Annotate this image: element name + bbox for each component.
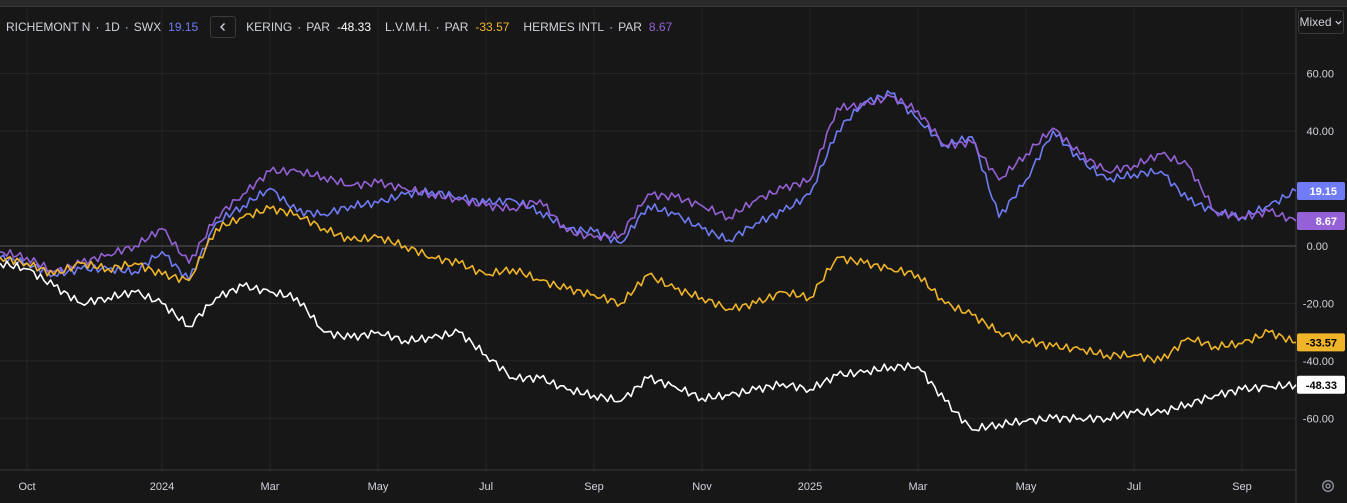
legend-compare-value: 8.67 bbox=[648, 20, 673, 34]
legend-main-interval: 1D bbox=[104, 20, 120, 34]
series-line-hermes-intl bbox=[0, 93, 1297, 274]
last-value-badge-text: -48.33 bbox=[1306, 380, 1337, 392]
zero-label: 0.00 bbox=[1307, 241, 1328, 253]
x-tick-label: Nov bbox=[692, 481, 712, 493]
last-value-badge: -48.33 bbox=[1297, 375, 1345, 394]
scale-mode-dropdown[interactable]: Mixed bbox=[1298, 10, 1344, 34]
x-tick-label: 2025 bbox=[798, 481, 822, 493]
x-tick-label: Jul bbox=[479, 481, 493, 493]
legend-main-name[interactable]: RICHEMONT N bbox=[6, 20, 91, 34]
legend-compare-sep: · bbox=[435, 20, 440, 34]
top-toolbar-edge bbox=[0, 0, 1347, 7]
x-tick-label: Mar bbox=[909, 481, 928, 493]
legend-compare-name[interactable]: HERMES INTL bbox=[523, 20, 605, 34]
last-value-badge-bg bbox=[1297, 212, 1345, 231]
last-value-badge-text: 19.15 bbox=[1309, 186, 1337, 198]
legend-compare-exchange: PAR bbox=[306, 20, 330, 34]
legend-compare-name[interactable]: L.V.M.H. bbox=[385, 20, 431, 34]
legend-compare-sep: · bbox=[609, 20, 614, 34]
x-tick-label: Sep bbox=[584, 481, 604, 493]
y-tick-label: -20.00 bbox=[1303, 298, 1334, 310]
legend-main-exchange: SWX bbox=[133, 20, 162, 34]
gear-icon bbox=[1322, 480, 1334, 492]
legend-compare-exchange: PAR bbox=[444, 20, 469, 34]
legend-compare-value: -33.57 bbox=[475, 20, 510, 34]
series-line-kering bbox=[0, 260, 1297, 432]
x-tick-label: Mar bbox=[261, 481, 280, 493]
legend-compare-exchange: PAR bbox=[618, 20, 642, 34]
legend-main-sep: · bbox=[124, 20, 129, 34]
last-value-badge: 8.67 bbox=[1297, 212, 1345, 231]
y-tick-label: -60.00 bbox=[1303, 413, 1334, 425]
legend-compare-sep: · bbox=[297, 20, 302, 34]
x-tick-label: May bbox=[1016, 481, 1037, 493]
series-line-richemont-n bbox=[0, 90, 1297, 282]
y-tick-label: -40.00 bbox=[1303, 356, 1334, 368]
last-value-badge: 19.15 bbox=[1297, 181, 1345, 200]
chevron-left-icon bbox=[220, 23, 226, 31]
last-value-badge-text: -33.57 bbox=[1306, 337, 1337, 349]
last-value-badge-bg bbox=[1297, 375, 1345, 394]
chevron-down-icon bbox=[1334, 20, 1342, 25]
legend-main-value: 19.15 bbox=[168, 20, 199, 34]
last-value-badge-bg bbox=[1297, 181, 1345, 200]
y-tick-label: 40.00 bbox=[1306, 126, 1334, 138]
x-tick-label: Oct bbox=[18, 481, 35, 493]
legend-collapse-button[interactable] bbox=[210, 16, 237, 38]
last-value-badge: -33.57 bbox=[1297, 333, 1345, 352]
last-value-badge-text: 8.67 bbox=[1316, 216, 1337, 228]
x-tick-label: Jul bbox=[1127, 481, 1141, 493]
series-line-l-v-m-h- bbox=[0, 205, 1297, 364]
legend-compare-name[interactable]: KERING bbox=[246, 20, 293, 34]
scale-mode-label: Mixed bbox=[1299, 15, 1332, 29]
x-tick-label: 2024 bbox=[150, 481, 174, 493]
legend-compare-value: -48.33 bbox=[336, 20, 372, 34]
chart-settings-button[interactable] bbox=[1318, 476, 1338, 496]
x-tick-label: Sep bbox=[1232, 481, 1252, 493]
x-tick-label: May bbox=[368, 481, 389, 493]
y-tick-label: 60.00 bbox=[1306, 69, 1334, 81]
legend-main-sep: · bbox=[95, 20, 100, 34]
chart-legend: RICHEMONT N · 1D · SWX 19.15 KERING · PA… bbox=[6, 16, 673, 38]
last-value-badge-bg bbox=[1297, 333, 1345, 352]
